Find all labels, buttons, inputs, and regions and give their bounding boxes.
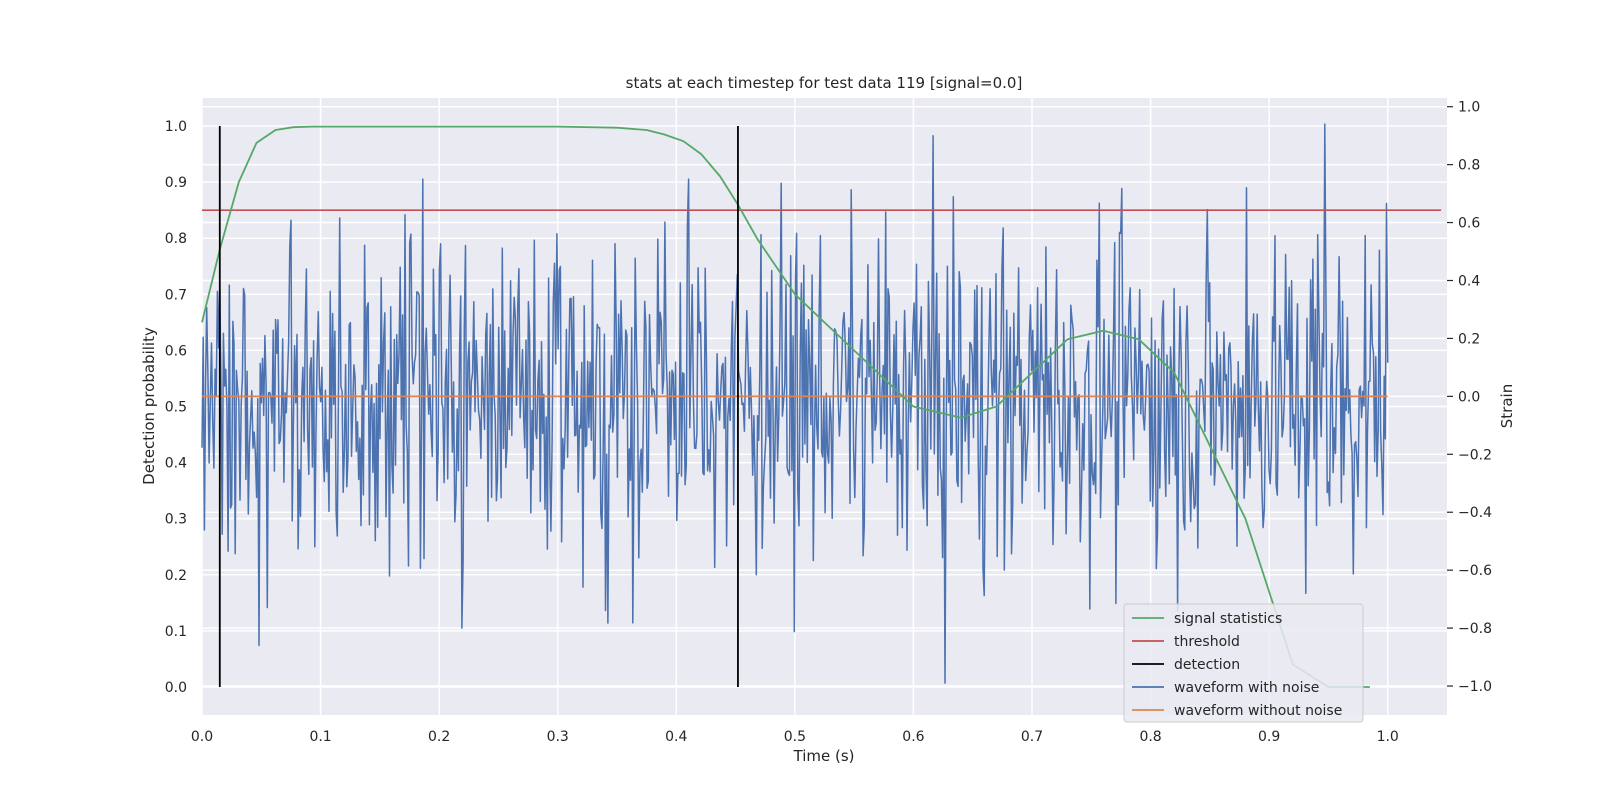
y2-tick-label: 0.2 bbox=[1458, 331, 1480, 347]
y-tick-label: 1.0 bbox=[165, 119, 187, 135]
y2-tick-label: −1.0 bbox=[1458, 679, 1492, 695]
x-tick-label: 0.3 bbox=[547, 729, 569, 745]
legend-label: signal statistics bbox=[1174, 611, 1282, 627]
chart-title: stats at each timestep for test data 119… bbox=[626, 74, 1023, 92]
legend-label: waveform with noise bbox=[1174, 680, 1319, 696]
y2-tick-label: 0.4 bbox=[1458, 273, 1480, 289]
y2-tick-label: 0.8 bbox=[1458, 158, 1480, 174]
legend-label: detection bbox=[1174, 657, 1240, 673]
y2-tick-label: 0.6 bbox=[1458, 216, 1480, 232]
y2-axis-label: Strain bbox=[1498, 384, 1516, 428]
y2-tick-label: −0.2 bbox=[1458, 447, 1492, 463]
x-axis-label: Time (s) bbox=[793, 747, 855, 765]
y2-tick-label: −0.6 bbox=[1458, 563, 1492, 579]
x-tick-label: 0.1 bbox=[309, 729, 331, 745]
y-tick-label: 0.4 bbox=[165, 456, 187, 472]
y2-tick-label: −0.4 bbox=[1458, 505, 1492, 521]
y-tick-label: 0.1 bbox=[165, 624, 187, 640]
y-tick-label: 0.8 bbox=[165, 231, 187, 247]
series-layer bbox=[201, 123, 1442, 688]
x-tick-label: 0.9 bbox=[1258, 729, 1280, 745]
legend-box bbox=[1123, 603, 1364, 723]
signal-statistics-line bbox=[201, 125, 1370, 688]
x-tick-label: 0.6 bbox=[902, 729, 924, 745]
waveform-with-noise-line bbox=[201, 123, 1389, 684]
x-tick-label: 0.0 bbox=[191, 729, 213, 745]
y-tick-label: 0.5 bbox=[165, 400, 187, 416]
y-axis-label: Detection probability bbox=[140, 327, 158, 485]
y-tick-label: 0.7 bbox=[165, 287, 187, 303]
x-tick-label: 0.8 bbox=[1139, 729, 1161, 745]
legend-label: threshold bbox=[1174, 634, 1240, 650]
legend-label: waveform without noise bbox=[1174, 703, 1342, 719]
y-tick-label: 0.9 bbox=[165, 175, 187, 191]
legend: signal statistics threshold detection wavef… bbox=[1123, 603, 1364, 723]
y-tick-label: 0.2 bbox=[165, 568, 187, 584]
y-tick-label: 0.0 bbox=[165, 680, 187, 696]
y2-tick-label: −0.8 bbox=[1458, 621, 1492, 637]
x-tick-label: 0.4 bbox=[665, 729, 687, 745]
x-tick-label: 0.2 bbox=[428, 729, 450, 745]
y2-tick-label: 1.0 bbox=[1458, 100, 1480, 116]
x-tick-label: 0.5 bbox=[784, 729, 806, 745]
tick-layer: 0.0 0.1 0.2 0.3 0.4 0.5 0.6 0.7 0.8 0.9 1.0 0.0 0.1 0… bbox=[165, 100, 1492, 745]
x-tick-label: 1.0 bbox=[1377, 729, 1399, 745]
x-tick-label: 0.7 bbox=[1021, 729, 1043, 745]
y-tick-label: 0.6 bbox=[165, 343, 187, 359]
y2-tick-label: 0.0 bbox=[1458, 389, 1480, 405]
y-tick-label: 0.3 bbox=[165, 512, 187, 528]
